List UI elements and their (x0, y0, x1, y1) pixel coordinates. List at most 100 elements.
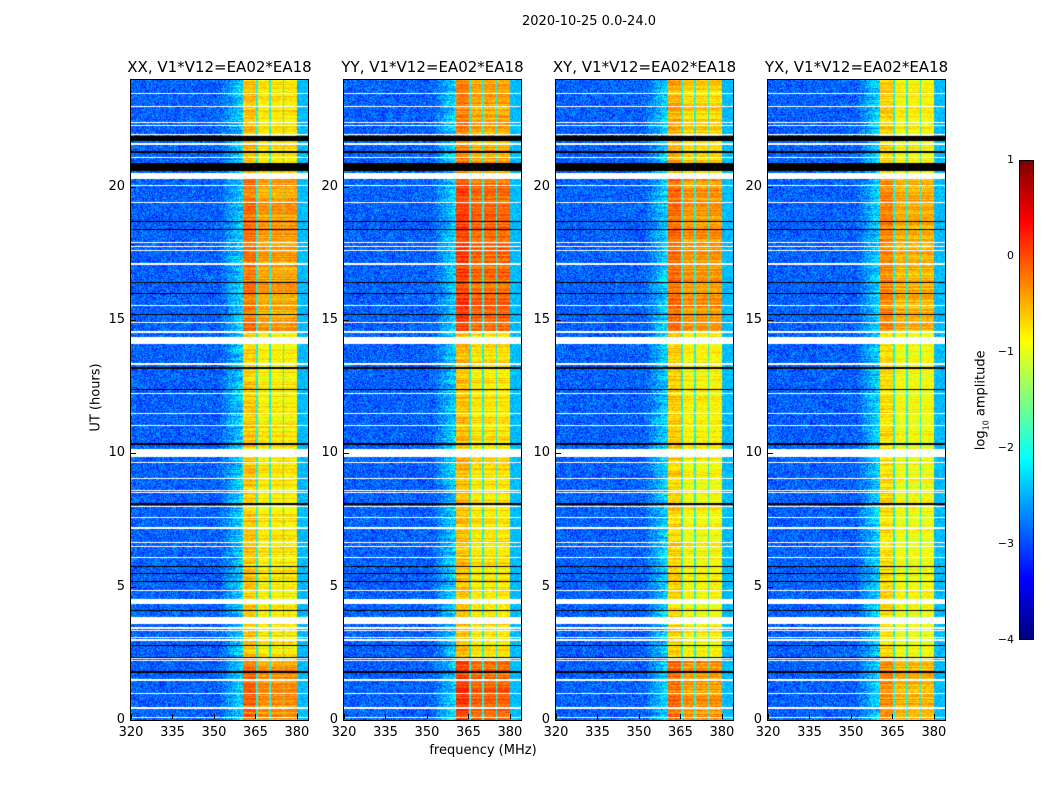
y-tick-label: 5 (329, 578, 338, 594)
x-tick-label: 320 (755, 725, 781, 740)
y-tick-mark (131, 720, 136, 721)
x-tick-mark (468, 714, 470, 719)
panel-xx: XX, V1*V12=EA02*EA18 320 335 350 365 380 0 5 10 1… (108, 58, 311, 740)
colorbar-tick-label: 1 (1007, 153, 1014, 166)
y-tick-mark (344, 586, 349, 588)
x-tick-label: 335 (797, 725, 822, 740)
y-tick-mark (556, 720, 561, 721)
y-tick-mark (344, 320, 349, 321)
y-tick-mark (768, 720, 773, 721)
x-tick-mark (892, 714, 894, 719)
y-tick-label: 5 (753, 578, 762, 594)
figure-title: 2020-10-25 0.0-24.0 (522, 14, 656, 29)
x-tick-mark (385, 714, 387, 719)
x-tick-label: 365 (668, 725, 693, 740)
panel-xy: XY, V1*V12=EA02*EA18 320 335 350 365 380 0 5 10 1… (533, 58, 736, 740)
panel-title: XY, V1*V12=EA02*EA18 (552, 58, 737, 76)
x-tick-mark (933, 714, 935, 719)
y-tick-mark (768, 453, 773, 455)
y-tick-label: 20 (533, 178, 550, 194)
y-tick-label: 15 (108, 312, 125, 327)
x-tick-label: 380 (497, 725, 523, 740)
x-tick-mark (850, 714, 852, 719)
y-axis-label: UT (hours) (88, 363, 104, 432)
x-tick-mark (768, 714, 769, 719)
y-tick-label: 5 (541, 578, 550, 594)
y-tick-label: 0 (329, 712, 338, 727)
x-tick-mark (213, 714, 215, 719)
x-tick-mark (597, 714, 599, 719)
y-tick-mark (556, 586, 561, 588)
colorbar-tick-label: −4 (997, 633, 1014, 646)
y-tick-mark (131, 320, 136, 321)
x-tick-mark (680, 714, 682, 719)
colorbar-tick-label: 0 (1007, 249, 1014, 262)
y-tick-label: 20 (321, 178, 338, 194)
y-tick-mark (344, 186, 349, 188)
y-tick-label: 10 (108, 445, 125, 461)
panel-title: YX, V1*V12=EA02*EA18 (764, 58, 949, 76)
y-tick-mark (131, 186, 136, 188)
x-tick-label: 350 (201, 725, 227, 740)
y-tick-mark (768, 320, 773, 321)
x-tick-label: 380 (284, 725, 310, 740)
x-tick-mark (255, 714, 257, 719)
heatmap-image (556, 80, 733, 720)
x-tick-label: 350 (414, 725, 440, 740)
x-tick-label: 320 (118, 725, 144, 740)
y-tick-mark (768, 586, 773, 588)
y-tick-label: 0 (116, 712, 125, 727)
x-tick-mark (638, 714, 640, 719)
x-axis-label: frequency (MHz) (429, 743, 537, 758)
colorbar-tick-label: −1 (997, 345, 1014, 358)
y-tick-label: 10 (745, 445, 762, 461)
x-tick-label: 335 (585, 725, 610, 740)
x-tick-mark (131, 714, 132, 719)
y-tick-label: 20 (108, 178, 125, 194)
x-tick-label: 320 (543, 725, 569, 740)
heatmap-image (768, 80, 945, 720)
y-tick-mark (344, 720, 349, 721)
x-tick-label: 365 (456, 725, 481, 740)
colorbar-gradient (1020, 161, 1033, 639)
y-tick-mark (556, 453, 561, 455)
y-tick-label: 10 (533, 445, 550, 461)
y-tick-label: 15 (321, 312, 338, 327)
x-tick-label: 365 (880, 725, 905, 740)
colorbar-tick-label: −3 (997, 537, 1014, 550)
x-tick-mark (809, 714, 811, 719)
colorbar-label: log10 amplitude (973, 350, 991, 451)
x-tick-mark (556, 714, 557, 719)
y-tick-label: 15 (533, 312, 550, 327)
y-tick-label: 5 (116, 578, 125, 594)
y-tick-label: 0 (541, 712, 550, 727)
heatmap-image (131, 80, 308, 720)
x-tick-label: 380 (921, 725, 947, 740)
x-tick-label: 350 (626, 725, 652, 740)
x-tick-mark (172, 714, 174, 719)
x-tick-mark (721, 714, 723, 719)
y-tick-mark (768, 186, 773, 188)
x-tick-label: 380 (709, 725, 735, 740)
y-tick-label: 15 (745, 312, 762, 327)
colorbar (1019, 160, 1034, 640)
colorbar-tick-label: −2 (997, 441, 1014, 454)
y-tick-mark (344, 453, 349, 455)
y-tick-mark (131, 586, 136, 588)
heatmap-image (344, 80, 521, 720)
y-tick-label: 10 (321, 445, 338, 461)
y-tick-label: 0 (753, 712, 762, 727)
y-tick-mark (556, 320, 561, 321)
y-tick-label: 20 (745, 178, 762, 194)
panel-yx: YX, V1*V12=EA02*EA18 320 335 350 365 380 0 5 10 1… (745, 58, 948, 740)
x-tick-label: 320 (331, 725, 357, 740)
y-tick-mark (131, 453, 136, 455)
x-tick-label: 335 (373, 725, 398, 740)
panel-title: YY, V1*V12=EA02*EA18 (341, 58, 524, 76)
x-tick-mark (509, 714, 511, 719)
y-tick-mark (556, 186, 561, 188)
panel-yy: YY, V1*V12=EA02*EA18 320 335 350 365 380 0 5 10 1… (321, 58, 523, 740)
x-tick-mark (296, 714, 298, 719)
x-tick-label: 365 (243, 725, 268, 740)
